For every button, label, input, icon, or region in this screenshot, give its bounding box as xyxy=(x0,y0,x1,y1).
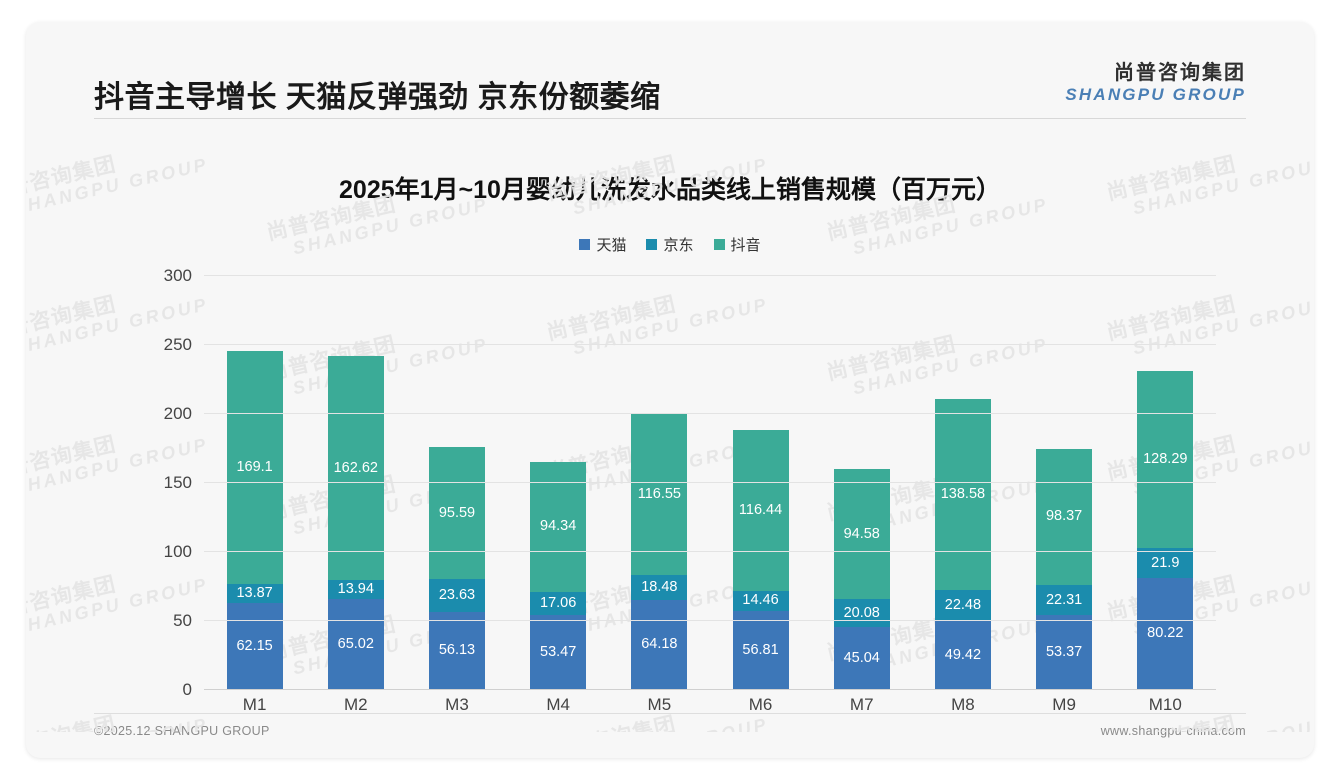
bar-segment[interactable]: 98.37 xyxy=(1036,448,1093,585)
logo-text-en: SHANGPU GROUP xyxy=(1065,85,1246,104)
bar-segment[interactable]: 64.18 xyxy=(631,600,688,689)
x-axis-tick-label: M9 xyxy=(1052,695,1076,714)
x-axis-tick-label: M5 xyxy=(647,695,672,714)
bar-segment[interactable]: 169.1 xyxy=(226,350,283,585)
bar-segment[interactable]: 49.42 xyxy=(934,620,991,689)
bar-group[interactable]: 116.55 18.48 64.18 xyxy=(631,275,688,689)
y-axis-tick-label: 50 xyxy=(173,611,192,630)
legend-swatch-icon xyxy=(713,239,725,250)
x-axis-labels: M1 M2 M3 M4 M5 M6 M7 M8 M9 M10 xyxy=(204,695,1216,715)
bar-segment[interactable]: 22.48 xyxy=(934,589,991,621)
slide-canvas: 抖音主导增长 天猫反弹强劲 京东份额萎缩 尚普咨询集团 SHANGPU GROU… xyxy=(26,22,1314,758)
y-axis-tick-label: 200 xyxy=(163,404,192,423)
bar-group[interactable]: 116.44 14.46 56.81 xyxy=(732,275,789,689)
gridline xyxy=(204,620,1216,621)
bar-segment[interactable]: 13.87 xyxy=(226,584,283,604)
bar-group[interactable]: 94.58 20.08 45.04 xyxy=(833,275,890,689)
bar-segment[interactable]: 56.81 xyxy=(732,610,789,689)
bar-segment[interactable]: 95.59 xyxy=(428,447,485,579)
bar-segment[interactable]: 65.02 xyxy=(327,599,384,689)
bar-segment[interactable]: 17.06 xyxy=(530,591,587,616)
bar-segment[interactable]: 20.08 xyxy=(833,599,890,627)
legend-label: 天猫 xyxy=(596,237,627,254)
bar-segment[interactable]: 53.37 xyxy=(1036,615,1093,689)
bar-segment[interactable]: 56.13 xyxy=(428,611,485,689)
bar-group[interactable]: 95.59 23.63 56.13 xyxy=(428,275,485,689)
y-axis-tick-label: 250 xyxy=(163,335,192,354)
bar-group[interactable]: 162.62 13.94 65.02 xyxy=(327,275,384,689)
gridline xyxy=(204,275,1216,276)
footer-website[interactable]: www.shangpu-china.com xyxy=(1100,724,1246,738)
bar-group[interactable]: 138.58 22.48 49.42 xyxy=(934,275,991,689)
bar-group[interactable]: 169.1 13.87 62.15 xyxy=(226,275,283,689)
bar-group[interactable]: 94.34 17.06 53.47 xyxy=(530,275,587,689)
bar-segment[interactable]: 116.44 xyxy=(732,429,789,591)
legend-swatch-icon xyxy=(646,239,658,250)
chart-title: 2025年1月~10月婴幼儿洗发水品类线上销售规模（百万元） xyxy=(339,176,1001,204)
x-axis-tick-label: M10 xyxy=(1148,695,1182,714)
bar-segment[interactable]: 22.31 xyxy=(1036,584,1093,616)
bar-segment[interactable]: 94.34 xyxy=(530,461,587,592)
bar-segment[interactable]: 94.58 xyxy=(833,468,890,600)
y-axis-tick-label: 150 xyxy=(163,473,192,492)
bar-segment[interactable]: 62.15 xyxy=(226,603,283,689)
legend-item-1[interactable]: 天猫 xyxy=(579,234,626,255)
x-axis-tick-label: M7 xyxy=(849,695,874,714)
footer-divider xyxy=(94,713,1246,714)
bar-segment[interactable]: 116.55 xyxy=(631,414,688,575)
y-axis-tick-label: 300 xyxy=(163,266,192,285)
chart-legend: 天猫 京东 抖音 xyxy=(26,234,1314,255)
y-axis-tick-label: 100 xyxy=(163,542,192,561)
bar-segment[interactable]: 21.9 xyxy=(1137,548,1194,579)
legend-swatch-icon xyxy=(579,239,591,250)
x-axis-tick-label: M1 xyxy=(242,695,267,714)
bar-segment[interactable]: 138.58 xyxy=(934,398,991,590)
x-axis-tick-label: M6 xyxy=(748,695,773,714)
bar-series-container: 169.1 13.87 62.15 162.62 13.94 65.02 95.59 23.6… xyxy=(204,275,1216,689)
chart-plot-area: 169.1 13.87 62.15 162.62 13.94 65.02 95.59 23.6… xyxy=(164,266,1216,699)
x-axis-tick-label: M3 xyxy=(445,695,469,714)
page-title: 抖音主导增长 天猫反弹强劲 京东份额萎缩 xyxy=(94,81,661,114)
header-divider xyxy=(94,118,1246,119)
x-axis-tick-label: M2 xyxy=(343,695,368,714)
x-axis-tick-label: M8 xyxy=(951,695,975,714)
bar-segment[interactable]: 13.94 xyxy=(327,580,384,600)
gridline xyxy=(204,482,1216,483)
x-axis-line xyxy=(204,689,1216,690)
x-axis-tick-label: M4 xyxy=(546,695,570,714)
bar-segment[interactable]: 128.29 xyxy=(1137,371,1194,549)
bar-group[interactable]: 98.37 22.31 53.37 xyxy=(1036,275,1093,689)
bar-segment[interactable]: 18.48 xyxy=(631,574,688,601)
bar-segment[interactable]: 23.63 xyxy=(428,578,485,612)
logo-text-cn: 尚普咨询集团 xyxy=(1114,62,1246,84)
company-logo: 尚普咨询集团 SHANGPU GROUP xyxy=(1065,62,1246,105)
footer-copyright: ©2025.12 SHANGPU GROUP xyxy=(94,724,270,738)
gridline xyxy=(204,344,1216,345)
legend-label: 抖音 xyxy=(730,237,761,254)
bar-group[interactable]: 128.29 21.9 80.22 xyxy=(1137,275,1194,689)
bar-segment[interactable]: 45.04 xyxy=(833,626,890,689)
y-axis-tick-label: 0 xyxy=(182,680,192,699)
bar-segment[interactable]: 80.22 xyxy=(1137,578,1194,689)
bar-segment[interactable]: 14.46 xyxy=(732,590,789,611)
gridline xyxy=(204,551,1216,552)
bar-segment[interactable]: 162.62 xyxy=(327,355,384,581)
legend-item-3[interactable]: 抖音 xyxy=(713,234,761,255)
slide-header: 抖音主导增长 天猫反弹强劲 京东份额萎缩 尚普咨询集团 SHANGPU GROU… xyxy=(26,22,1314,120)
legend-label: 京东 xyxy=(663,237,694,254)
legend-item-2[interactable]: 京东 xyxy=(646,234,694,255)
bar-segment[interactable]: 53.47 xyxy=(530,615,587,689)
gridline xyxy=(204,413,1216,414)
